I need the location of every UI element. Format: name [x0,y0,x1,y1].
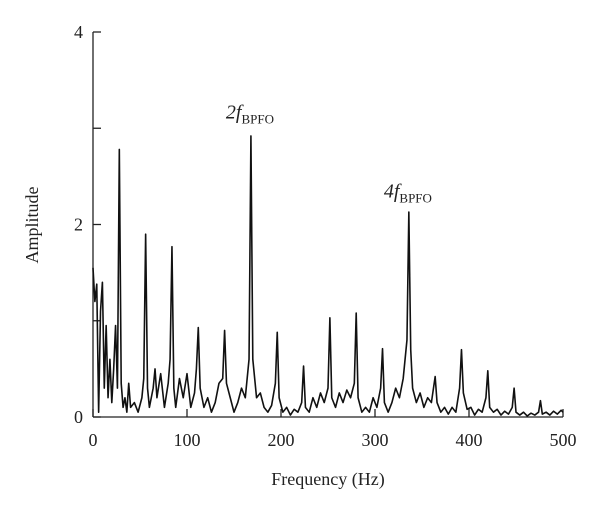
y-axis-label: Amplitude [22,186,42,263]
annotation: 4fBPFO [384,181,432,206]
x-tick-label: 500 [550,430,577,450]
annotation-subscript: BPFO [399,191,432,206]
annotation-subscript: BPFO [241,112,274,127]
annotation-text: 4f [384,181,402,203]
annotation-text: 2f [226,102,244,124]
spectrum-line [92,135,564,417]
x-axis-label: Frequency (Hz) [271,469,384,490]
x-tick-label: 100 [174,430,201,450]
x-tick-label: 0 [89,430,98,450]
x-tick-label: 200 [268,430,295,450]
y-tick-label: 2 [74,215,83,235]
x-tick-label: 300 [362,430,389,450]
annotation: 2fBPFO [226,102,274,127]
x-tick-label: 400 [456,430,483,450]
y-tick-label: 0 [74,407,83,427]
y-tick-label: 4 [74,22,83,42]
